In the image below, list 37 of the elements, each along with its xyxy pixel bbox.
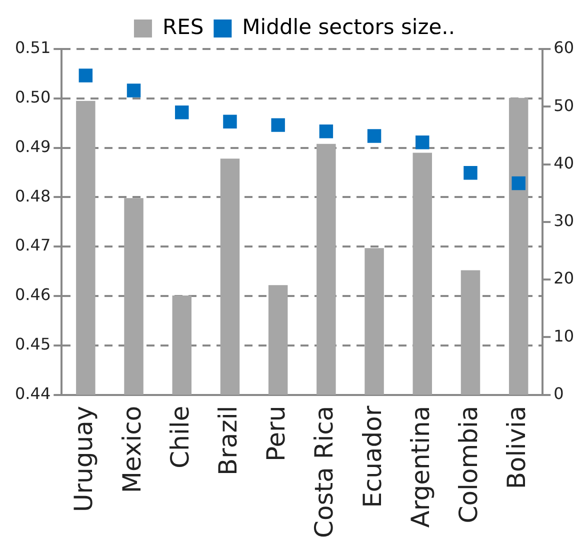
y2-tick-label: 20 bbox=[554, 268, 574, 288]
point bbox=[464, 166, 478, 180]
y2-tick-label: 60 bbox=[554, 38, 574, 58]
x-tick-label: Brazil bbox=[213, 406, 242, 476]
point bbox=[512, 176, 526, 190]
point bbox=[416, 135, 430, 150]
y-tick-label: 0.46 bbox=[15, 285, 51, 304]
point bbox=[271, 118, 285, 132]
x-tick-label: Ecuador bbox=[358, 405, 387, 508]
y-tick-label: 0.45 bbox=[15, 334, 51, 354]
point bbox=[78, 68, 93, 82]
x-tick-label: Peru bbox=[262, 406, 291, 462]
y2-tick-label: 30 bbox=[554, 211, 574, 230]
legend-label: Middle sectors size.. bbox=[242, 14, 456, 39]
point bbox=[223, 114, 237, 128]
legend-label: RES bbox=[162, 14, 204, 39]
x-tick-label: Costa Rica bbox=[310, 406, 339, 538]
x-tick-label: Uruguay bbox=[69, 406, 98, 512]
x-tick-label: Chile bbox=[165, 406, 194, 468]
y-tick-label: 0.48 bbox=[15, 186, 51, 206]
point bbox=[319, 124, 334, 138]
y-tick-label: 0.47 bbox=[15, 236, 51, 255]
y2-tick-label: 50 bbox=[554, 96, 574, 115]
point bbox=[126, 84, 141, 98]
point bbox=[367, 129, 382, 143]
y2-tick-label: 40 bbox=[554, 153, 574, 172]
x-tick-label: Mexico bbox=[117, 406, 146, 494]
x-tick-label: Argentina bbox=[406, 406, 435, 528]
y-tick-label: 0.49 bbox=[15, 136, 51, 156]
y2-tick-label: 10 bbox=[554, 326, 574, 346]
y-tick-label: 0.50 bbox=[15, 88, 51, 107]
point bbox=[175, 106, 189, 120]
y-tick-label: 0.44 bbox=[15, 384, 51, 403]
x-tick-label: Bolivia bbox=[502, 406, 532, 490]
y-tick-label: 0.51 bbox=[15, 38, 51, 58]
y2-tick-label: 0 bbox=[554, 384, 564, 403]
x-tick-label: Colombia bbox=[454, 406, 483, 524]
